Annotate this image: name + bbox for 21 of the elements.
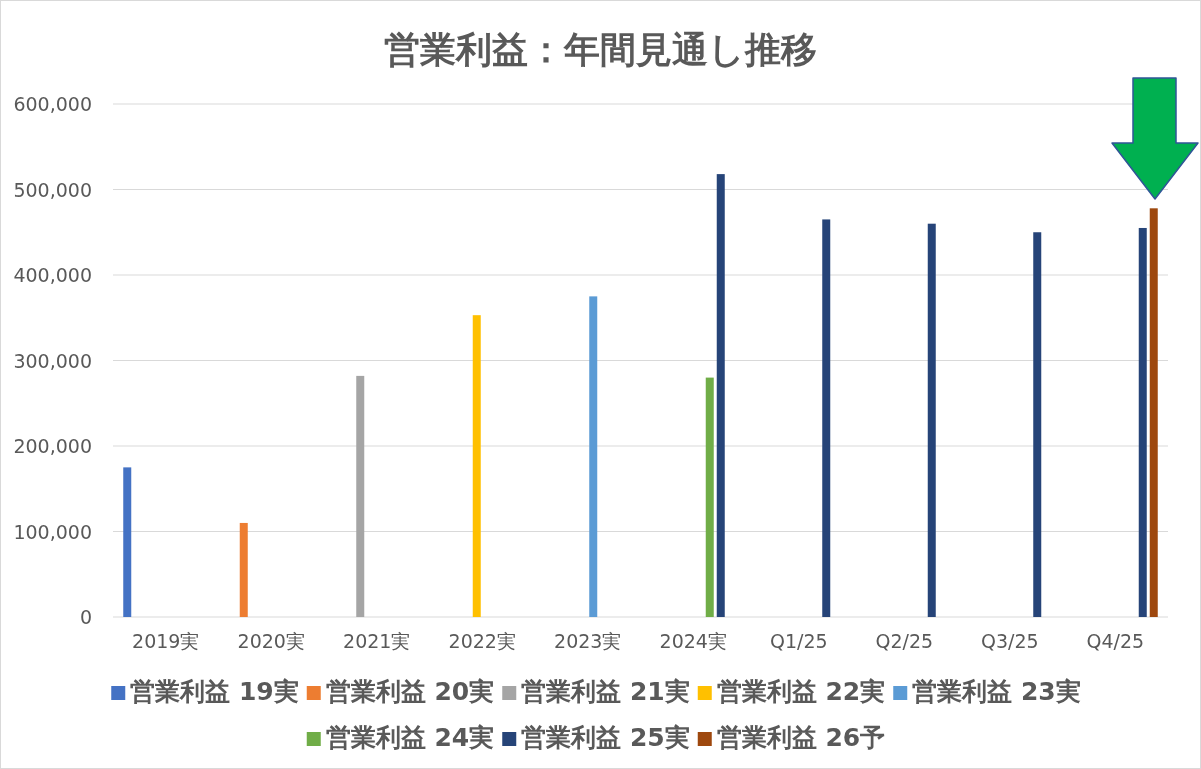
y-tick-label: 500,000 xyxy=(13,178,92,201)
bar xyxy=(927,223,936,617)
x-tick-label: 2024実 xyxy=(659,630,727,652)
x-tick-label: 2019実 xyxy=(132,630,200,652)
x-tick-label: 2022実 xyxy=(448,630,516,652)
y-tick-label: 200,000 xyxy=(13,435,92,457)
bar xyxy=(1033,232,1042,617)
x-tick-label: Q3/25 xyxy=(980,630,1039,652)
y-tick-label: 400,000 xyxy=(13,264,92,286)
bar xyxy=(822,219,831,617)
x-tick-label: Q1/25 xyxy=(769,630,828,652)
x-tick-label: 2021実 xyxy=(343,630,411,652)
x-tick-label: Q4/25 xyxy=(1086,630,1145,652)
y-tick-label: 100,000 xyxy=(13,520,92,543)
x-tick-label: 2023実 xyxy=(554,630,622,652)
x-tick-label: Q2/25 xyxy=(875,630,934,652)
y-tick-label: 300,000 xyxy=(13,349,92,372)
chart-title: 営業利益：年間見通し推移 xyxy=(383,29,817,70)
y-tick-label: 0 xyxy=(79,606,92,628)
y-tick-label: 600,000 xyxy=(13,93,92,115)
x-tick-label: 2020実 xyxy=(237,630,305,652)
